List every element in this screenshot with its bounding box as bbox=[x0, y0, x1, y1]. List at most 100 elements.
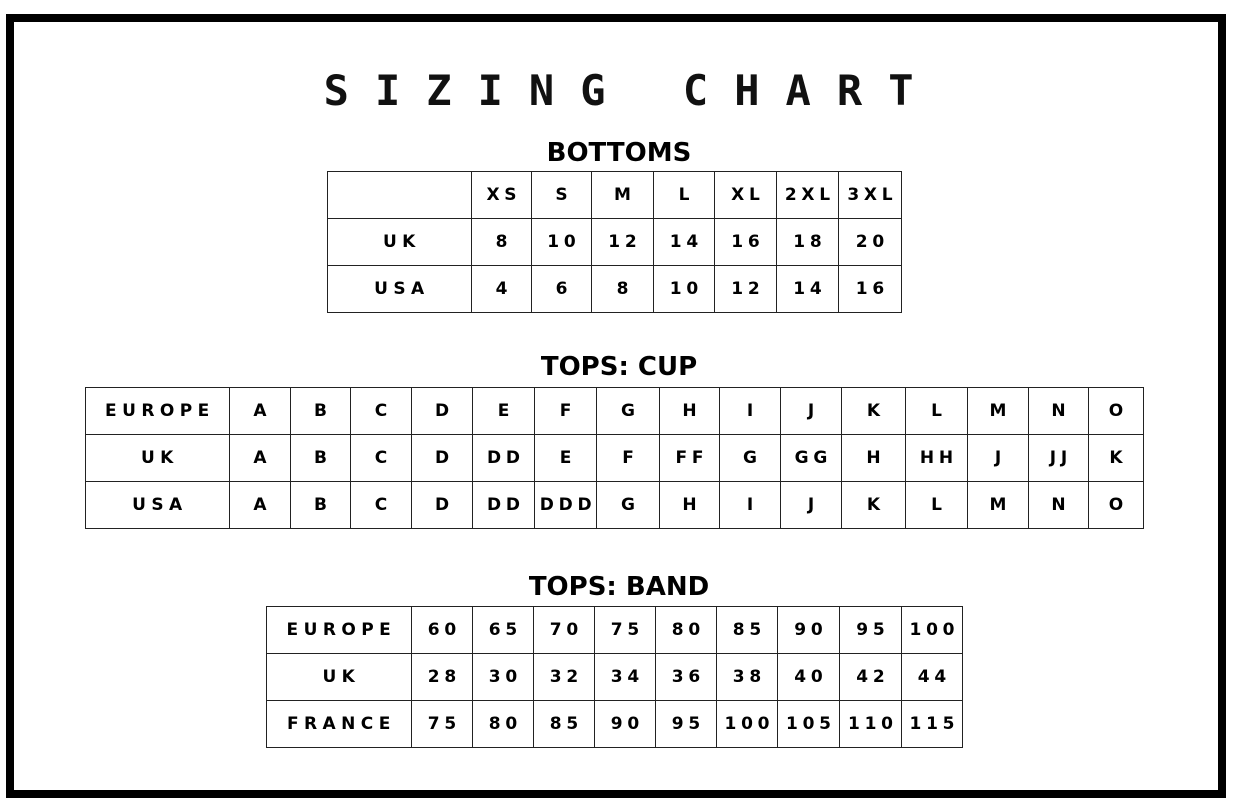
table-cell: 6 bbox=[531, 265, 592, 313]
table-cell: B bbox=[290, 387, 351, 435]
table-cell: H bbox=[659, 387, 720, 435]
table-cell: 105 bbox=[777, 700, 840, 748]
table-cell: 95 bbox=[839, 606, 902, 654]
table-cell: M bbox=[967, 387, 1029, 435]
table-cell: 34 bbox=[594, 653, 656, 701]
table-cell: 44 bbox=[901, 653, 963, 701]
table-cell: 90 bbox=[777, 606, 840, 654]
table-cell: DD bbox=[472, 434, 535, 482]
table-cell: D bbox=[411, 434, 473, 482]
table-cell: K bbox=[1088, 434, 1144, 482]
table-cell: 8 bbox=[471, 218, 532, 266]
table-cell: 14 bbox=[653, 218, 715, 266]
page-title: SIZING CHART bbox=[323, 66, 940, 115]
bottoms-heading: BOTTOMS bbox=[546, 138, 692, 168]
table-cell: 85 bbox=[533, 700, 595, 748]
table-cell: 16 bbox=[838, 265, 902, 313]
table-cell: K bbox=[841, 481, 906, 529]
table-cell: 42 bbox=[839, 653, 902, 701]
table-cell: I bbox=[719, 387, 781, 435]
table-cell: 110 bbox=[839, 700, 902, 748]
table-cell: HH bbox=[905, 434, 968, 482]
table-cell: A bbox=[229, 387, 291, 435]
table-row: UK 28 30 32 34 36 38 40 42 44 bbox=[266, 653, 963, 701]
tops-cup-heading: TOPS: CUP bbox=[540, 352, 698, 382]
table-row: USA 4 6 8 10 12 14 16 bbox=[327, 265, 902, 313]
table-cell: L bbox=[905, 387, 968, 435]
table-cell: L bbox=[905, 481, 968, 529]
row-label: USA bbox=[85, 481, 230, 529]
table-cell: 14 bbox=[776, 265, 839, 313]
table-cell: GG bbox=[780, 434, 842, 482]
table-cell: 100 bbox=[716, 700, 778, 748]
page-border bbox=[6, 14, 1226, 798]
table-cell: 70 bbox=[533, 606, 595, 654]
table-cell: 38 bbox=[716, 653, 778, 701]
table-cell: G bbox=[596, 387, 660, 435]
table-cell: JJ bbox=[1028, 434, 1089, 482]
table-cell: J bbox=[780, 387, 842, 435]
table-cell: O bbox=[1088, 387, 1144, 435]
table-cell: B bbox=[290, 481, 351, 529]
table-cell: XS bbox=[471, 171, 532, 219]
table-cell: S bbox=[531, 171, 592, 219]
row-label: UK bbox=[266, 653, 412, 701]
table-cell: DD bbox=[472, 481, 535, 529]
tops-band-table: EUROPE 60 65 70 75 80 85 90 95 100 UK 28 30 32 34 36 38 4… bbox=[266, 606, 963, 748]
table-cell: 115 bbox=[901, 700, 963, 748]
table-cell: 90 bbox=[594, 700, 656, 748]
table-cell: F bbox=[534, 387, 597, 435]
table-cell: FF bbox=[659, 434, 720, 482]
table-cell: H bbox=[841, 434, 906, 482]
row-label: FRANCE bbox=[266, 700, 412, 748]
table-row: USA A B C D DD DDD G H I J K L M N O bbox=[85, 481, 1144, 529]
row-label: UK bbox=[327, 218, 472, 266]
row-label: UK bbox=[85, 434, 230, 482]
table-cell: K bbox=[841, 387, 906, 435]
table-cell: 28 bbox=[411, 653, 473, 701]
tops-cup-table: EUROPE A B C D E F G H I J K L M N O UK A B C D DD E F FF G GG H HH J… bbox=[85, 387, 1144, 529]
table-cell: 100 bbox=[901, 606, 963, 654]
row-label bbox=[327, 171, 472, 219]
table-cell: J bbox=[780, 481, 842, 529]
table-cell: 3XL bbox=[838, 171, 902, 219]
table-row: EUROPE 60 65 70 75 80 85 90 95 100 bbox=[266, 606, 963, 654]
table-cell: 95 bbox=[655, 700, 717, 748]
table-cell: E bbox=[534, 434, 597, 482]
table-cell: 10 bbox=[653, 265, 715, 313]
table-cell: 8 bbox=[591, 265, 654, 313]
table-cell: O bbox=[1088, 481, 1144, 529]
table-cell: 75 bbox=[594, 606, 656, 654]
table-cell: 12 bbox=[714, 265, 777, 313]
table-cell: N bbox=[1028, 481, 1089, 529]
table-cell: 40 bbox=[777, 653, 840, 701]
table-cell: 10 bbox=[531, 218, 592, 266]
table-cell: H bbox=[659, 481, 720, 529]
table-cell: C bbox=[350, 434, 412, 482]
table-cell: 20 bbox=[838, 218, 902, 266]
table-cell: J bbox=[967, 434, 1029, 482]
table-cell: A bbox=[229, 481, 291, 529]
table-cell: 80 bbox=[472, 700, 534, 748]
table-cell: L bbox=[653, 171, 715, 219]
tops-band-heading: TOPS: BAND bbox=[528, 572, 710, 602]
table-cell: D bbox=[411, 387, 473, 435]
table-cell: A bbox=[229, 434, 291, 482]
table-cell: 85 bbox=[716, 606, 778, 654]
row-label: USA bbox=[327, 265, 472, 313]
table-cell: C bbox=[350, 481, 412, 529]
table-cell: XL bbox=[714, 171, 777, 219]
table-cell: 30 bbox=[472, 653, 534, 701]
table-cell: DDD bbox=[534, 481, 597, 529]
table-cell: 12 bbox=[591, 218, 654, 266]
table-cell: 16 bbox=[714, 218, 777, 266]
row-label: EUROPE bbox=[266, 606, 412, 654]
table-cell: 36 bbox=[655, 653, 717, 701]
table-row: EUROPE A B C D E F G H I J K L M N O bbox=[85, 387, 1144, 435]
bottoms-table: XS S M L XL 2XL 3XL UK 8 10 12 14 16 18 20 USA 4 6 8 10 12 14… bbox=[327, 171, 902, 313]
table-cell: I bbox=[719, 481, 781, 529]
table-cell: M bbox=[967, 481, 1029, 529]
table-cell: F bbox=[596, 434, 660, 482]
table-row: FRANCE 75 80 85 90 95 100 105 110 115 bbox=[266, 700, 963, 748]
table-cell: 32 bbox=[533, 653, 595, 701]
